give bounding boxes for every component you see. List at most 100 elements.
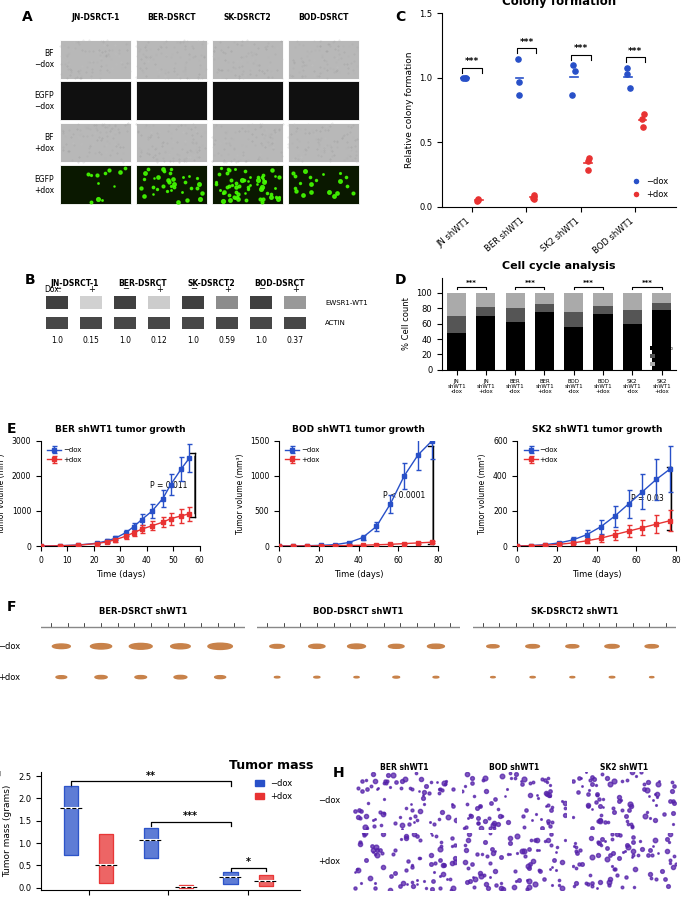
Text: 1.0: 1.0: [255, 335, 267, 344]
Legend: −dox, +dox: −dox, +dox: [44, 444, 85, 466]
Ellipse shape: [90, 644, 111, 649]
X-axis label: Time (days): Time (days): [572, 570, 622, 579]
Text: 1.0: 1.0: [51, 335, 64, 344]
Polygon shape: [64, 787, 79, 855]
Ellipse shape: [135, 675, 147, 679]
Ellipse shape: [208, 643, 232, 649]
Ellipse shape: [174, 675, 187, 679]
Text: BER-DSRCT: BER-DSRCT: [147, 13, 195, 22]
Bar: [505, 308, 525, 322]
Ellipse shape: [530, 676, 535, 678]
Point: [512, 51, 523, 66]
Text: −: −: [191, 285, 197, 294]
Text: +dox: +dox: [0, 672, 20, 681]
Bar: [652, 293, 671, 303]
Ellipse shape: [171, 644, 190, 649]
Bar: [182, 297, 204, 309]
Text: −dox: −dox: [318, 796, 340, 805]
Bar: [114, 297, 136, 309]
Point: [528, 188, 539, 202]
Text: *: *: [246, 858, 251, 868]
Text: F: F: [7, 601, 16, 614]
Text: A: A: [22, 10, 32, 23]
Bar: [60, 82, 130, 120]
Point: [624, 81, 635, 95]
Ellipse shape: [56, 676, 67, 679]
Bar: [652, 303, 671, 310]
Text: 1.0: 1.0: [187, 335, 199, 344]
Ellipse shape: [433, 676, 439, 678]
Text: −: −: [122, 285, 130, 294]
Polygon shape: [259, 875, 273, 886]
Point: [566, 87, 577, 102]
Bar: [447, 293, 466, 316]
Ellipse shape: [214, 676, 225, 679]
Title: Cell cycle analysis: Cell cycle analysis: [503, 262, 616, 271]
Ellipse shape: [348, 644, 365, 648]
Text: ***: ***: [583, 280, 594, 287]
Point: [567, 58, 578, 72]
Ellipse shape: [605, 645, 619, 648]
Bar: [250, 317, 273, 328]
Text: +: +: [89, 285, 96, 294]
Text: ACTIN: ACTIN: [325, 320, 346, 326]
Text: −: −: [259, 285, 266, 294]
Text: BOD-DSRCT: BOD-DSRCT: [298, 13, 348, 22]
Ellipse shape: [313, 676, 320, 678]
Point: [473, 191, 484, 206]
Text: ***: ***: [519, 38, 533, 47]
Point: [513, 75, 524, 89]
Legend: −dox, +dox: −dox, +dox: [521, 444, 561, 466]
Text: P = 0.011: P = 0.011: [150, 480, 187, 489]
Ellipse shape: [645, 645, 658, 648]
Text: JN-DSRCT-1: JN-DSRCT-1: [51, 280, 99, 289]
Ellipse shape: [526, 645, 540, 648]
Legend: −dox, +dox: −dox, +dox: [252, 776, 296, 805]
Bar: [284, 297, 306, 309]
Bar: [136, 82, 207, 120]
Point: [622, 60, 632, 75]
Text: 0.15: 0.15: [83, 335, 100, 344]
Point: [528, 191, 539, 205]
Bar: [288, 40, 359, 78]
Title: SK2 shWT1 tumor growth: SK2 shWT1 tumor growth: [531, 425, 662, 434]
Bar: [250, 297, 273, 309]
Bar: [477, 307, 495, 316]
Bar: [477, 293, 495, 307]
Ellipse shape: [570, 676, 575, 678]
Point: [529, 191, 540, 206]
Ellipse shape: [95, 675, 107, 679]
Text: D: D: [395, 273, 407, 287]
Text: Dox:: Dox:: [44, 285, 61, 294]
Text: SK-DSRCT2: SK-DSRCT2: [223, 13, 271, 22]
Bar: [564, 293, 583, 312]
Bar: [535, 293, 554, 305]
Bar: [288, 165, 359, 204]
Bar: [288, 123, 359, 163]
Legend: −dox, +dox: −dox, +dox: [283, 444, 322, 466]
Bar: [564, 312, 583, 327]
Point: [459, 71, 470, 85]
Text: BER-DSRCT: BER-DSRCT: [119, 280, 167, 289]
Bar: [182, 317, 204, 328]
X-axis label: Time (days): Time (days): [96, 570, 145, 579]
Text: EWSR1-WT1: EWSR1-WT1: [325, 299, 367, 306]
Bar: [623, 293, 642, 310]
Point: [583, 164, 594, 178]
Y-axis label: Tumor volume (mm³): Tumor volume (mm³): [236, 453, 245, 534]
Point: [583, 150, 594, 165]
Text: −: −: [55, 285, 61, 294]
Text: B: B: [25, 273, 36, 287]
Bar: [148, 317, 170, 328]
Y-axis label: Tumor volume (mm³): Tumor volume (mm³): [0, 453, 6, 534]
Bar: [447, 316, 466, 333]
Bar: [535, 312, 554, 369]
Text: EGFP
+dox: EGFP +dox: [33, 175, 54, 194]
Bar: [148, 297, 170, 309]
Point: [472, 193, 483, 208]
Point: [472, 194, 483, 209]
Text: ***: ***: [641, 280, 652, 287]
Text: ***: ***: [525, 280, 535, 287]
Text: 0.37: 0.37: [287, 335, 304, 344]
Point: [639, 107, 650, 121]
